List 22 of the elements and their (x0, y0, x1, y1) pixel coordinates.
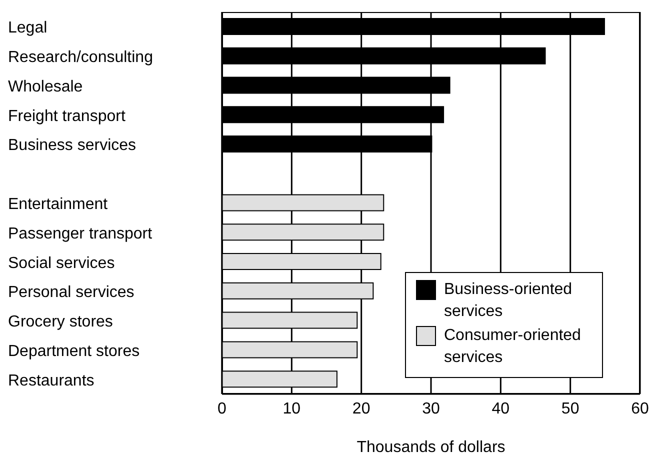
y-tick-label: Freight transport (8, 108, 126, 125)
x-axis-title: Thousands of dollars (356, 439, 506, 456)
y-tick-label: Research/consulting (8, 49, 153, 66)
y-tick-label: Legal (8, 20, 48, 37)
y-tick-label: Entertainment (8, 196, 108, 213)
legend-label: Business-oriented services (444, 280, 574, 322)
y-tick-label: Grocery stores (8, 314, 113, 331)
y-tick-label: Wholesale (8, 78, 83, 96)
y-tick-label: Personal services (8, 284, 134, 302)
y-tick-label: Department stores (8, 342, 140, 360)
x-tick-label: 20 (352, 400, 370, 418)
y-tick-label: Business services (8, 137, 136, 154)
x-tick-label: 60 (631, 400, 649, 418)
y-tick-label: Restaurants (8, 372, 94, 390)
x-tick-label: 30 (422, 400, 440, 418)
y-tick-label: Passenger transport (8, 225, 153, 242)
y-tick-label: Social services (8, 254, 115, 272)
x-tick-label: 40 (492, 400, 510, 418)
x-tick-label: 50 (561, 400, 580, 418)
x-tick-label: 0 (218, 400, 227, 418)
legend-label: Consumer-oriented services (444, 326, 582, 368)
x-tick-label: 10 (282, 400, 301, 418)
